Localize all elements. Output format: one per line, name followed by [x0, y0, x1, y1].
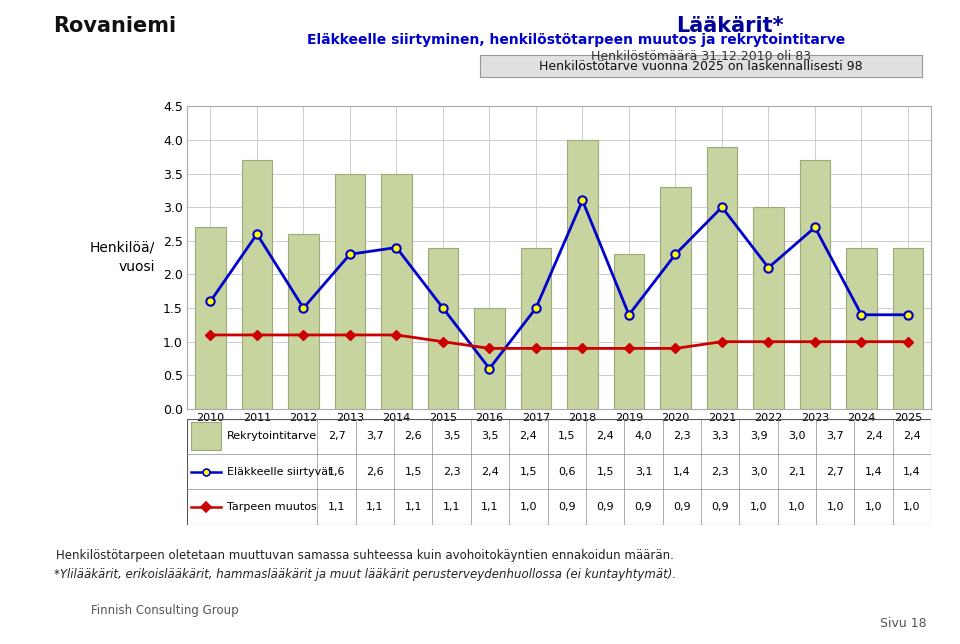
Text: 1,1: 1,1 — [327, 502, 346, 512]
Text: Henkilöstömäärä 31.12.2010 oli 83: Henkilöstömäärä 31.12.2010 oli 83 — [590, 50, 811, 63]
Bar — [335, 173, 365, 409]
Text: 1,0: 1,0 — [903, 502, 921, 512]
Text: FCG.: FCG. — [41, 607, 66, 617]
Text: 1,1: 1,1 — [443, 502, 461, 512]
Text: 2,6: 2,6 — [404, 431, 422, 441]
Bar — [660, 187, 690, 409]
Text: 2,4: 2,4 — [519, 431, 538, 441]
Text: 2,4: 2,4 — [481, 467, 499, 477]
Text: 0,9: 0,9 — [711, 502, 729, 512]
Text: Rekrytointitarve: Rekrytointitarve — [227, 431, 317, 441]
Text: 3,9: 3,9 — [750, 431, 767, 441]
Text: 2,4: 2,4 — [596, 431, 614, 441]
Text: 1,5: 1,5 — [558, 431, 575, 441]
Text: 1,0: 1,0 — [827, 502, 844, 512]
Bar — [242, 160, 272, 409]
Text: 3,5: 3,5 — [443, 431, 461, 441]
Bar — [567, 140, 597, 409]
Bar — [428, 247, 458, 409]
Text: Lääkärit*: Lääkärit* — [676, 16, 783, 36]
Text: Sivu 18: Sivu 18 — [879, 617, 926, 630]
Text: 1,5: 1,5 — [404, 467, 422, 477]
Text: 3,5: 3,5 — [481, 431, 499, 441]
Text: 3,0: 3,0 — [750, 467, 767, 477]
Y-axis label: Henkilöä/
vuosi: Henkilöä/ vuosi — [89, 241, 155, 274]
Text: 0,9: 0,9 — [558, 502, 576, 512]
Text: 2,4: 2,4 — [903, 431, 921, 441]
Bar — [707, 147, 737, 409]
Text: 1,1: 1,1 — [404, 502, 422, 512]
Text: 1,5: 1,5 — [519, 467, 538, 477]
Text: Eläkkeelle siirtyminen, henkilöstötarpeen muutos ja rekrytointitarve: Eläkkeelle siirtyminen, henkilöstötarpee… — [307, 33, 845, 48]
Text: Tarpeen muutos: Tarpeen muutos — [227, 502, 317, 512]
Text: 3,1: 3,1 — [635, 467, 652, 477]
Bar — [754, 207, 783, 409]
Text: 3,0: 3,0 — [788, 431, 805, 441]
Text: 1,0: 1,0 — [865, 502, 882, 512]
Text: Rovaniemi: Rovaniemi — [53, 16, 176, 36]
Text: 3,3: 3,3 — [711, 431, 729, 441]
Text: 0,9: 0,9 — [596, 502, 614, 512]
Text: 1,5: 1,5 — [596, 467, 613, 477]
Text: 2,7: 2,7 — [327, 431, 346, 441]
Bar — [288, 234, 319, 409]
Text: 2,3: 2,3 — [673, 431, 690, 441]
Text: 1,0: 1,0 — [750, 502, 767, 512]
Text: 1,4: 1,4 — [673, 467, 690, 477]
Text: *Ylilääkärit, erikoislääkärit, hammaslääkärit ja muut lääkärit perusterveydenhuo: *Ylilääkärit, erikoislääkärit, hammaslää… — [54, 568, 676, 581]
Text: 1,1: 1,1 — [481, 502, 499, 512]
Bar — [195, 227, 226, 409]
Text: 0,9: 0,9 — [673, 502, 690, 512]
Text: 2,3: 2,3 — [711, 467, 729, 477]
Text: 0,9: 0,9 — [635, 502, 652, 512]
Text: 1,0: 1,0 — [788, 502, 805, 512]
Text: 2,4: 2,4 — [865, 431, 882, 441]
Text: 3,7: 3,7 — [366, 431, 384, 441]
Text: 0,6: 0,6 — [558, 467, 575, 477]
Text: 4,0: 4,0 — [635, 431, 652, 441]
Text: 2,7: 2,7 — [827, 467, 844, 477]
Bar — [474, 308, 505, 409]
Text: 1,6: 1,6 — [327, 467, 346, 477]
Text: 1,0: 1,0 — [519, 502, 538, 512]
Text: 3,7: 3,7 — [827, 431, 844, 441]
Bar — [847, 247, 876, 409]
Bar — [381, 173, 412, 409]
Bar — [893, 247, 924, 409]
Text: 1,4: 1,4 — [865, 467, 882, 477]
Text: Henkilöstötarpeen oletetaan muuttuvan samassa suhteessa kuin avohoitokäyntien en: Henkilöstötarpeen oletetaan muuttuvan sa… — [56, 549, 674, 562]
Text: Finnish Consulting Group: Finnish Consulting Group — [91, 604, 239, 617]
Text: 1,4: 1,4 — [903, 467, 921, 477]
Bar — [613, 254, 644, 409]
Text: 2,3: 2,3 — [443, 467, 461, 477]
Text: 2,1: 2,1 — [788, 467, 805, 477]
Text: 2,6: 2,6 — [366, 467, 384, 477]
Bar — [521, 247, 551, 409]
Text: 1,1: 1,1 — [366, 502, 384, 512]
Text: Henkilöstötarve vuonna 2025 on laskennallisesti 98: Henkilöstötarve vuonna 2025 on laskennal… — [539, 60, 863, 73]
Bar — [800, 160, 830, 409]
Text: Eläkkeelle siirtyvät: Eläkkeelle siirtyvät — [227, 467, 332, 477]
Bar — [191, 422, 221, 450]
